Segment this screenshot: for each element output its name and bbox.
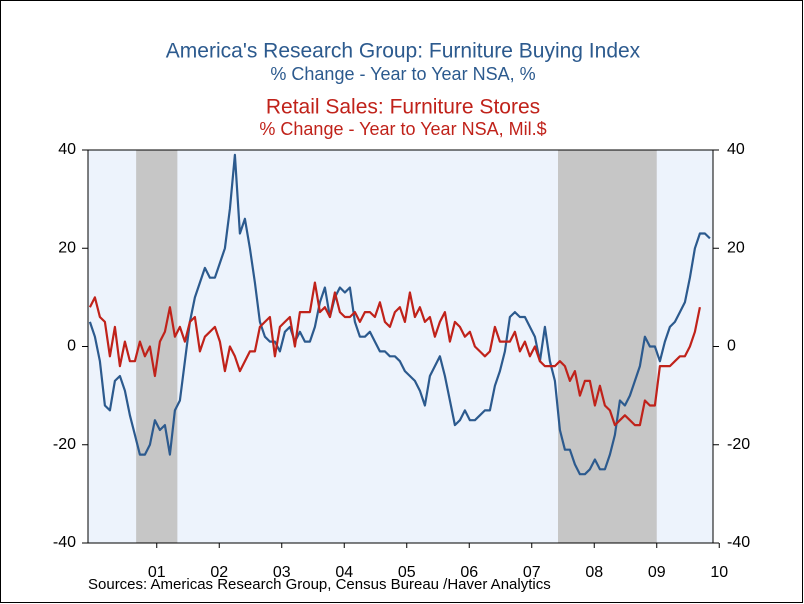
x-tick-label: 08 [585, 564, 603, 581]
x-tick-label: 09 [648, 564, 666, 581]
x-tick-label: 10 [710, 564, 728, 581]
x-tick-label: 04 [335, 564, 353, 581]
series-line [88, 153, 711, 476]
chart-subtitle: % Change - Year to Year NSA, % [270, 64, 535, 84]
chart-title-2: Retail Sales: Furniture Stores [266, 96, 540, 119]
chart-subtitle-2: % Change - Year to Year NSA, Mil.$ [259, 119, 546, 139]
y-tick-label: 0 [67, 338, 76, 355]
y2-tick-label: -40 [727, 534, 750, 551]
y2-tick-label: 40 [727, 141, 745, 158]
x-tick-label: 05 [398, 564, 416, 581]
y-tick-label: -40 [53, 534, 76, 551]
x-tick-label: 07 [523, 564, 541, 581]
y-tick-label: 20 [58, 239, 76, 256]
source-note: Sources: Americas Research Group, Census… [88, 576, 551, 593]
y2-tick-label: -20 [727, 436, 750, 453]
y-tick-label: -20 [53, 436, 76, 453]
plot-border [87, 149, 714, 544]
series-line [88, 281, 701, 427]
x-tick-label: 02 [210, 564, 228, 581]
recession-band [136, 150, 178, 543]
y2-tick-label: 0 [727, 338, 736, 355]
y-tick-label: 40 [58, 141, 76, 158]
y2-tick-label: 20 [727, 239, 745, 256]
chart-title: America's Research Group: Furniture Buyi… [166, 40, 641, 63]
x-tick-label: 03 [273, 564, 291, 581]
x-tick-label: 06 [460, 564, 478, 581]
recession-band [558, 150, 657, 543]
x-tick-label: 01 [148, 564, 166, 581]
